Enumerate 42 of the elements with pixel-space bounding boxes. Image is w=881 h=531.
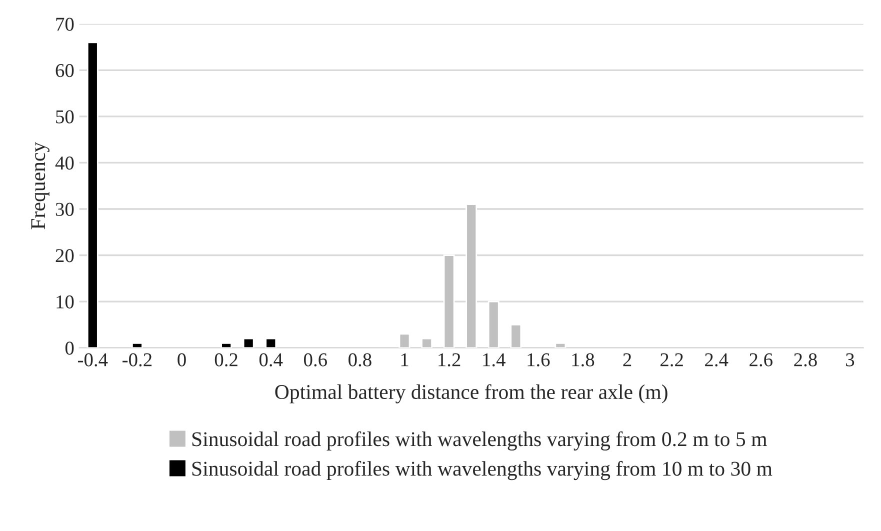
- y-tick-label: 0: [65, 342, 74, 355]
- x-tick-label: 2.4: [705, 353, 728, 366]
- bar: [86, 42, 98, 348]
- y-axis-title: Frequency: [31, 142, 50, 230]
- y-tick-label: 10: [56, 295, 74, 308]
- x-tick-label: 2.8: [794, 353, 817, 366]
- bar: [421, 338, 432, 348]
- x-tick-label: -0.2: [122, 353, 152, 366]
- bar: [265, 338, 277, 348]
- x-tick-label: 1.2: [438, 353, 460, 366]
- bar: [466, 204, 478, 348]
- x-tick-label: 0: [178, 353, 186, 366]
- y-tick-label: 40: [55, 156, 74, 170]
- legend-label: Sinusoidal road profiles with wavelengths varying from 0.2 m to 5 m: [192, 431, 767, 450]
- x-tick-label: 1.4: [483, 353, 506, 366]
- x-tick-label: 0.4: [259, 353, 283, 366]
- y-tick-label: 70: [56, 18, 74, 31]
- bar: [488, 300, 500, 348]
- bar: [398, 333, 410, 348]
- x-tick-label: 1: [401, 353, 408, 366]
- y-tick-label: 50: [56, 110, 74, 124]
- bar: [443, 254, 455, 348]
- x-tick-label: -0.4: [78, 353, 108, 366]
- x-tick-label: 0.2: [214, 353, 238, 366]
- x-tick-label: 2.2: [660, 353, 683, 366]
- legend-label: Sinusoidal road profiles with wavelengths varying from 10 m to 30 m: [192, 460, 772, 480]
- x-tick-label: 1.8: [572, 353, 594, 366]
- bar: [132, 342, 143, 348]
- y-tick-label: 30: [56, 202, 74, 216]
- x-tick-label: 2.6: [750, 353, 772, 366]
- y-tick-label: 60: [56, 64, 74, 78]
- bar: [220, 342, 232, 348]
- x-tick-label: 3: [846, 353, 854, 366]
- x-tick-label: 2: [623, 353, 632, 366]
- y-tick-label: 20: [56, 249, 74, 262]
- x-axis-title: Optimal battery distance from the rear axle (m): [275, 384, 668, 404]
- x-tick-label: 0.8: [348, 353, 372, 366]
- bar: [554, 342, 566, 348]
- bar: [510, 324, 522, 348]
- x-tick-label: 0.6: [304, 353, 327, 366]
- x-tick-label: 1.6: [528, 353, 550, 366]
- bar: [242, 338, 254, 348]
